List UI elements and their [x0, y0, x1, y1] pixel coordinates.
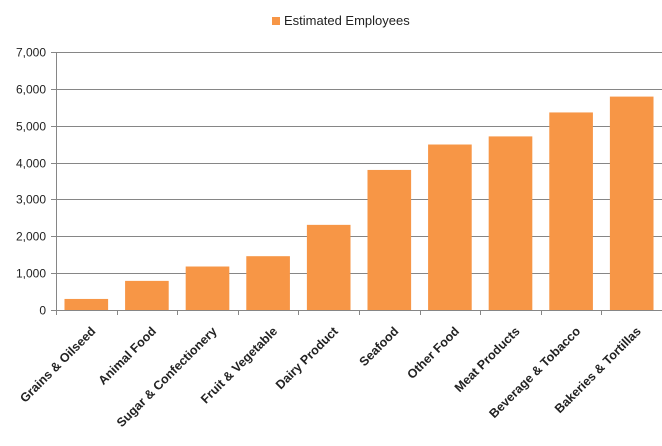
- x-tick-label: Animal Food: [96, 324, 159, 387]
- y-tick-label: 1,000: [16, 267, 46, 281]
- bar: [367, 169, 412, 310]
- x-tick-label: Other Food: [404, 324, 462, 382]
- x-tick-label: Grains & Oilseed: [17, 324, 98, 405]
- y-tick-label: 6,000: [16, 83, 46, 97]
- chart-legend: Estimated Employees: [272, 13, 410, 28]
- bar: [306, 224, 351, 310]
- bar: [609, 96, 654, 311]
- bar: [428, 144, 472, 310]
- x-tick-label: Sugar & Confectionery: [114, 324, 220, 430]
- y-tick-label: 3,000: [16, 193, 46, 207]
- bar: [64, 298, 109, 310]
- x-tick-label: Seafood: [357, 324, 402, 369]
- x-tick-label: Dairy Product: [273, 324, 341, 392]
- legend-label: Estimated Employees: [284, 13, 410, 28]
- bar: [488, 136, 533, 310]
- y-tick-label: 0: [39, 304, 46, 318]
- bar: [125, 280, 169, 310]
- bar: [246, 256, 290, 310]
- y-tick-label: 2,000: [16, 230, 46, 244]
- legend-swatch: [272, 16, 280, 25]
- bar: [185, 266, 230, 310]
- y-tick-label: 7,000: [16, 46, 46, 60]
- y-tick-label: 5,000: [16, 120, 46, 134]
- bar: [549, 112, 593, 311]
- y-tick-label: 4,000: [16, 157, 46, 171]
